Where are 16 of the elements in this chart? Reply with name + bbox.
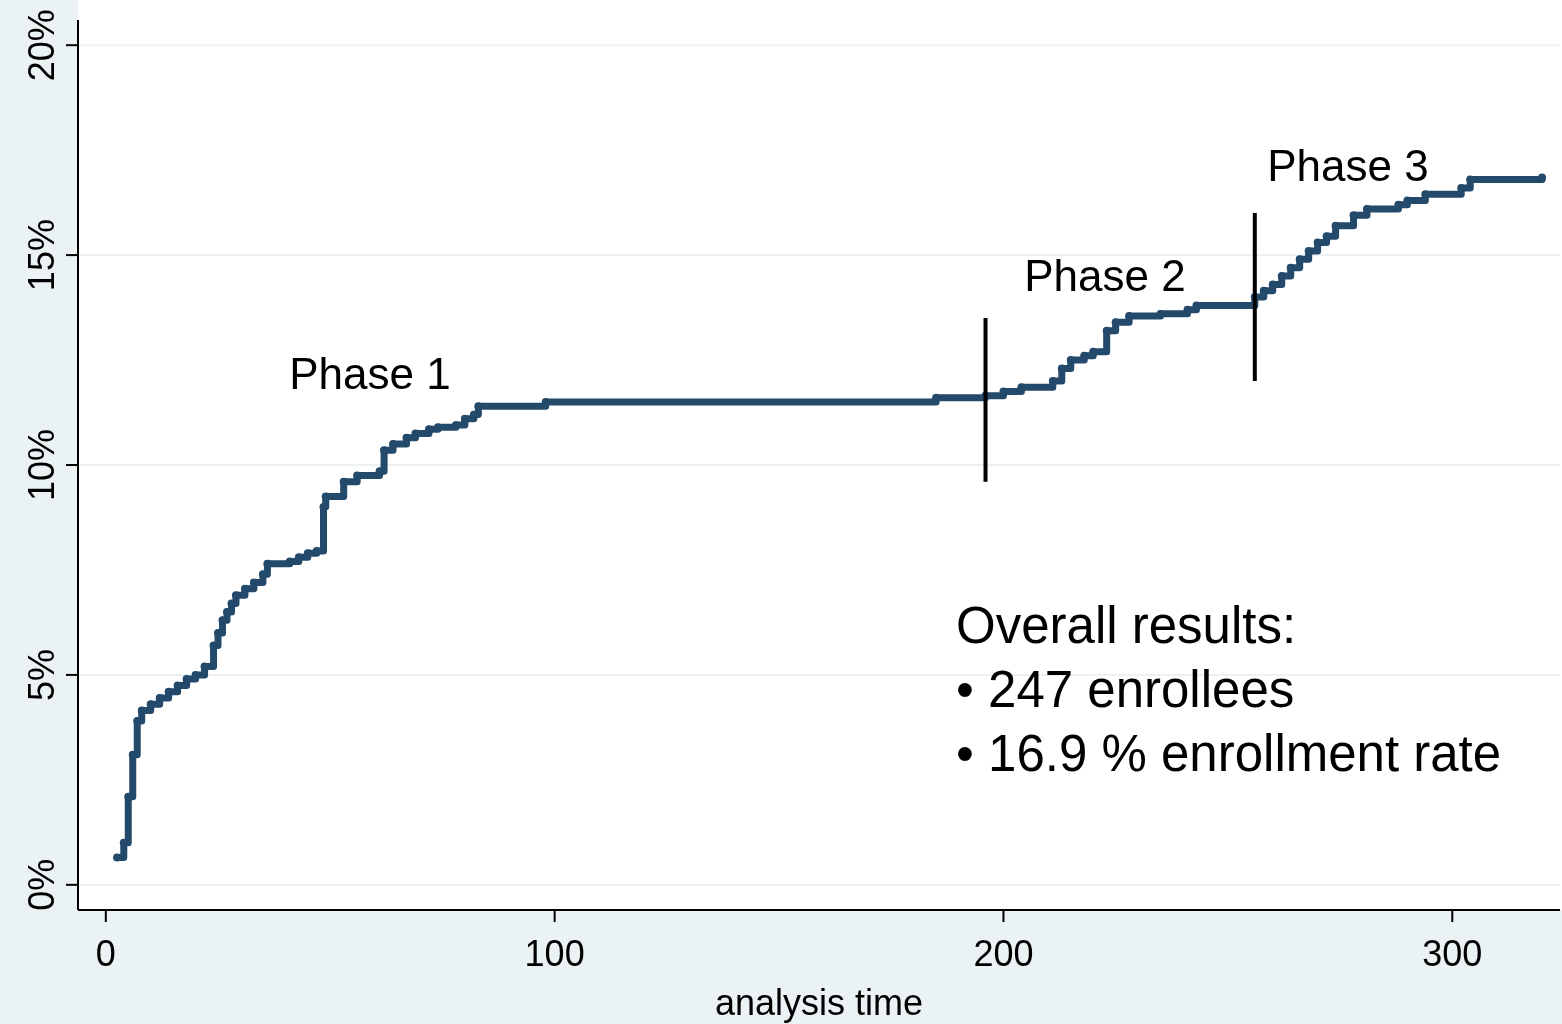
annotation: • 247 enrollees [956,661,1295,718]
y-tick-label: 5% [21,648,62,701]
x-axis-title: analysis time [714,982,924,1023]
y-tick-label: 0% [21,858,62,911]
annotation: Overall results: [956,597,1297,654]
y-tick-label: 10% [21,428,62,502]
x-tick-label: 200 [973,933,1034,974]
x-tick-label: 0 [95,933,116,974]
annotation: Phase 2 [1024,251,1186,300]
y-tick-label: 15% [21,219,62,292]
annotation: • 16.9 % enrollment rate [956,725,1502,782]
x-tick-label: 300 [1422,933,1483,974]
y-tick-label: 20% [21,9,62,82]
annotation: Phase 1 [289,349,451,398]
x-tick-label: 100 [524,933,585,974]
annotation: Phase 3 [1267,141,1429,190]
